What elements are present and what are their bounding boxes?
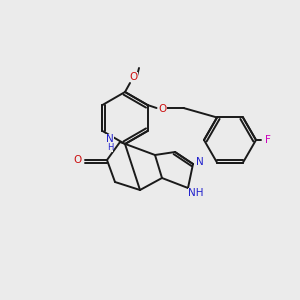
Text: O: O: [130, 72, 138, 82]
Text: NH: NH: [188, 188, 204, 198]
Text: H: H: [107, 142, 113, 152]
Text: N: N: [106, 134, 114, 144]
Text: N: N: [196, 157, 204, 167]
Text: F: F: [265, 135, 271, 145]
Text: O: O: [74, 155, 82, 165]
Text: O: O: [158, 104, 166, 114]
